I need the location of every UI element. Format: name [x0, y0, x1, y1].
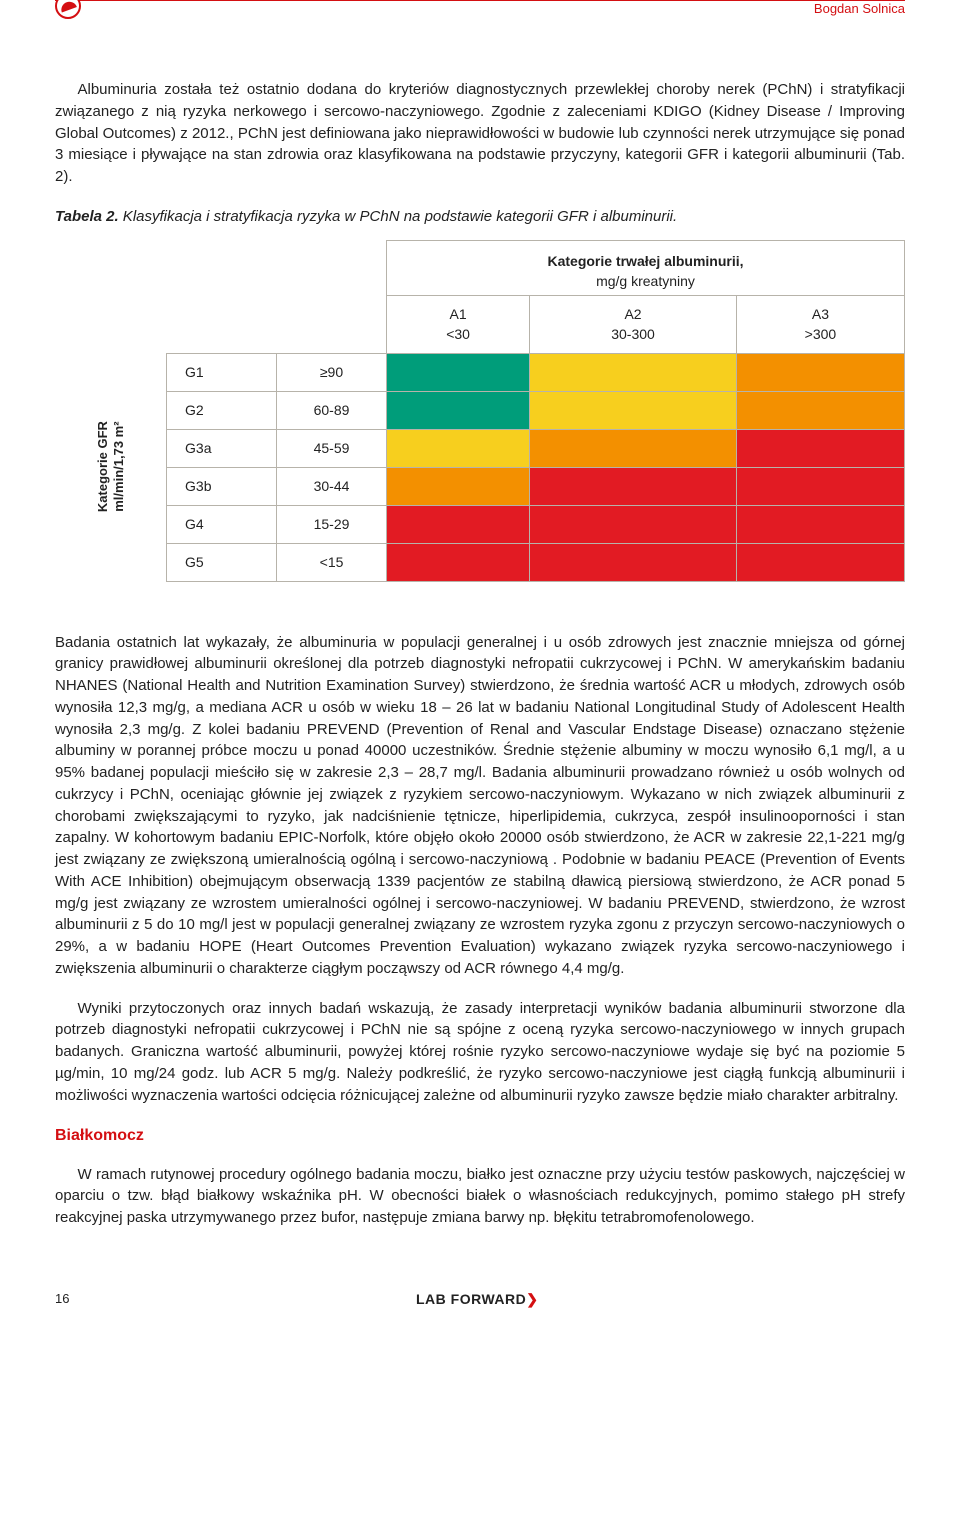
table-caption-text: Klasyfikacja i stratyfikacja ryzyka w PC…: [119, 208, 678, 225]
risk-cell: [530, 543, 737, 581]
gfr-row: G3a45-59: [55, 429, 905, 467]
risk-cell: [736, 505, 904, 543]
risk-cell: [736, 429, 904, 467]
mid-paragraph-1: Badania ostatnich lat wykazały, że album…: [55, 632, 905, 980]
risk-cell: [736, 391, 904, 429]
gfr-axis-label: Kategorie GFRml/min/1,73 m²: [55, 353, 167, 581]
risk-cell: [387, 543, 530, 581]
gfr-row: G415-29: [55, 505, 905, 543]
risk-cell: [530, 391, 737, 429]
proteinuria-paragraph: W ramach rutynowej procedury ogólnego ba…: [55, 1164, 905, 1229]
risk-cell: [387, 429, 530, 467]
gfr-range: 45-59: [277, 429, 387, 467]
risk-cell: [387, 353, 530, 391]
col-a1: A1 <30: [387, 296, 530, 354]
col-a2: A2 30-300: [530, 296, 737, 354]
author-name: Bogdan Solnica: [814, 0, 905, 18]
section-heading-proteinuria: Białkomocz: [55, 1124, 905, 1147]
page-number: 16: [55, 1290, 69, 1309]
risk-stratification-table: Kategorie trwałej albuminurii, mg/g krea…: [55, 240, 905, 582]
gfr-code: G1: [167, 353, 277, 391]
table-caption: Tabela 2. Klasyfikacja i stratyfikacja r…: [55, 206, 905, 228]
brand-logo-icon: [55, 0, 81, 19]
risk-cell: [530, 353, 737, 391]
col-a3: A3 >300: [736, 296, 904, 354]
page-footer: 16 LAB FORWARD❯: [55, 1289, 905, 1309]
risk-cell: [530, 467, 737, 505]
risk-cell: [736, 467, 904, 505]
mid-paragraph-2: Wyniki przytoczonych oraz innych badań w…: [55, 998, 905, 1107]
gfr-row: Kategorie GFRml/min/1,73 m²G1≥90: [55, 353, 905, 391]
gfr-code: G3a: [167, 429, 277, 467]
risk-cell: [387, 505, 530, 543]
gfr-row: G5<15: [55, 543, 905, 581]
gfr-code: G2: [167, 391, 277, 429]
gfr-range: 15-29: [277, 505, 387, 543]
risk-cell: [736, 543, 904, 581]
gfr-row: G260-89: [55, 391, 905, 429]
risk-cell: [530, 429, 737, 467]
chevron-right-icon: ❯: [526, 1291, 538, 1307]
intro-paragraph: Albuminuria została też ostatnio dodana …: [55, 79, 905, 188]
gfr-code: G4: [167, 505, 277, 543]
risk-cell: [736, 353, 904, 391]
gfr-range: <15: [277, 543, 387, 581]
gfr-range: 60-89: [277, 391, 387, 429]
table-caption-number: Tabela 2.: [55, 208, 119, 225]
gfr-code: G5: [167, 543, 277, 581]
gfr-row: G3b30-44: [55, 467, 905, 505]
brand-wordmark: LAB FORWARD❯: [416, 1289, 538, 1309]
gfr-range: ≥90: [277, 353, 387, 391]
risk-cell: [387, 467, 530, 505]
risk-cell: [387, 391, 530, 429]
risk-cell: [530, 505, 737, 543]
albuminuria-header: Kategorie trwałej albuminurii, mg/g krea…: [387, 240, 905, 296]
gfr-range: 30-44: [277, 467, 387, 505]
albumin-columns-row: A1 <30 A2 30-300 A3 >300: [55, 296, 905, 354]
gfr-code: G3b: [167, 467, 277, 505]
